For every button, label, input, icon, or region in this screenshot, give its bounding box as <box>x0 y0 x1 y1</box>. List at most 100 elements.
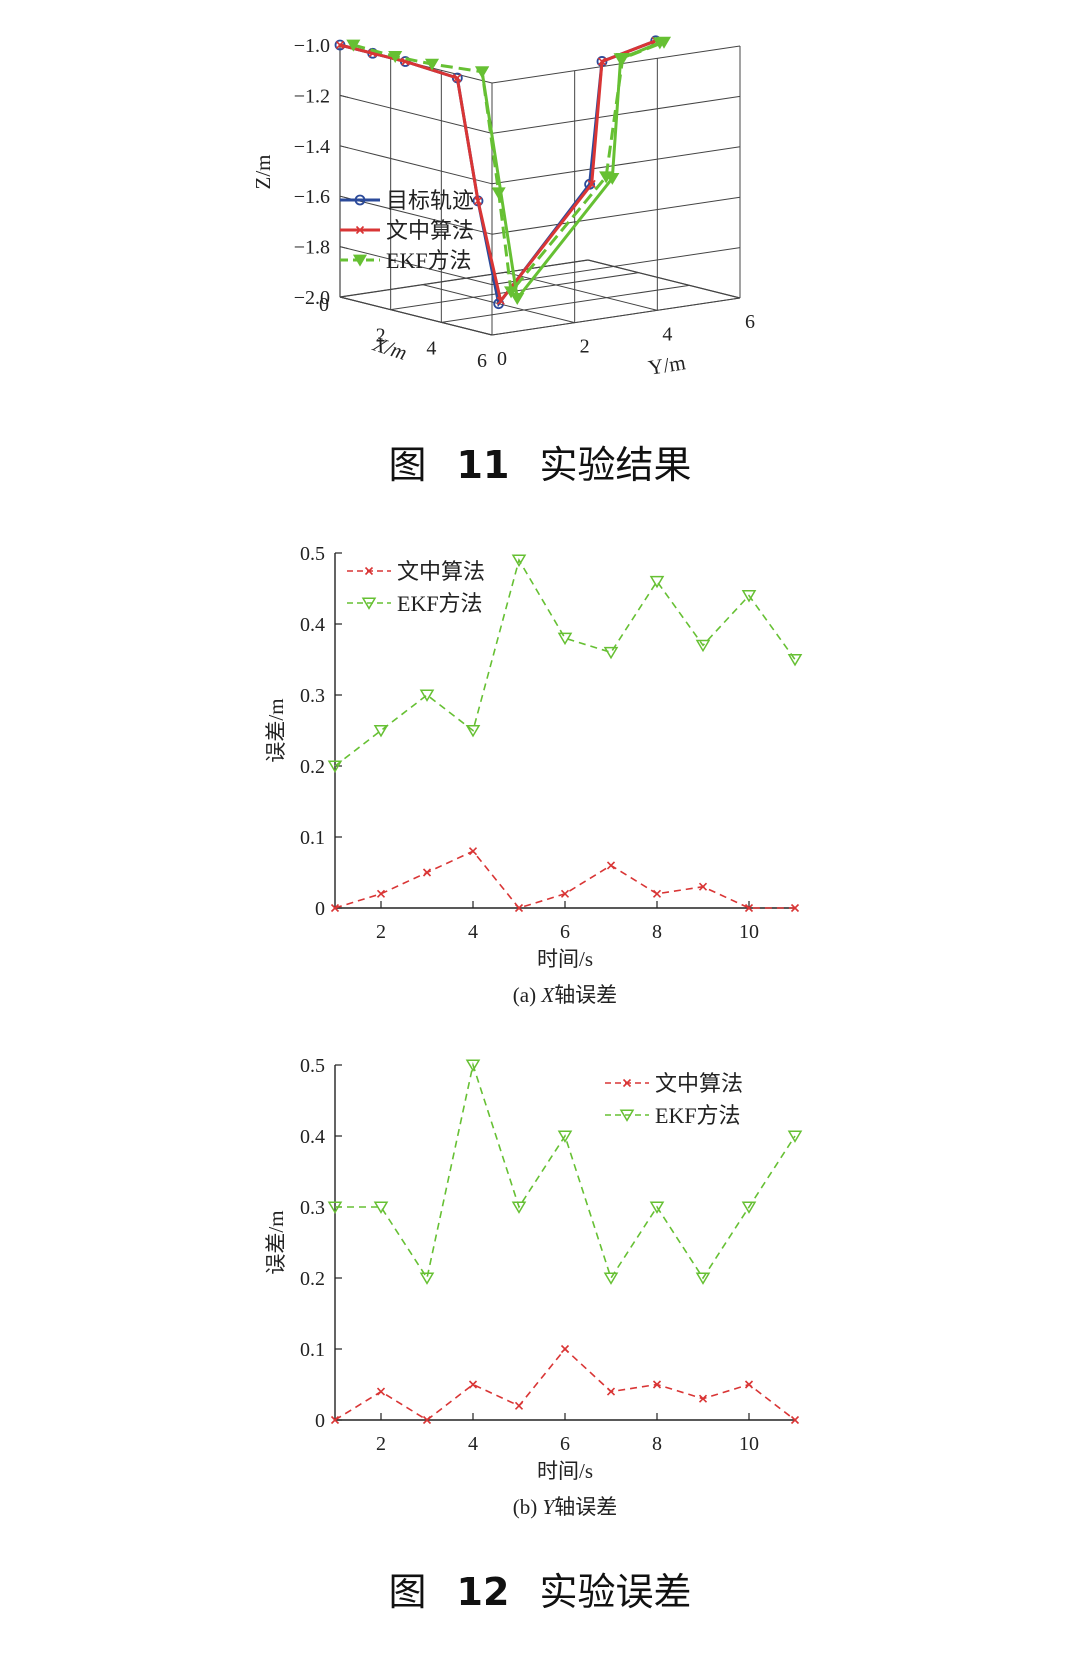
legend-label: EKF方法 <box>655 1103 741 1128</box>
data-point-1 <box>741 1201 757 1214</box>
legend-marker <box>364 566 374 576</box>
legend-label: 文中算法 <box>655 1071 743 1096</box>
x-axis-label: X/m <box>369 331 410 365</box>
caption-text: 轴误差 <box>554 983 617 1007</box>
x-tick-label: 8 <box>652 1433 662 1455</box>
x-tick-label: 0 <box>319 294 329 316</box>
x-axis-label: 时间/s <box>537 947 593 971</box>
legend-label: 文中算法 <box>386 218 474 243</box>
data-point-0 <box>330 903 340 913</box>
y-tick-label: 6 <box>745 311 755 333</box>
z-tick-label: −1.2 <box>294 85 330 107</box>
legend-label: EKF方法 <box>386 248 472 273</box>
z-tick-label: −1.4 <box>294 136 330 158</box>
x-tick-label: 4 <box>468 921 478 943</box>
chart-x-axis-error: 0 0.1 0.2 0.3 0.4 0.5 2 4 6 8 10 时间/s 误差/m (a) X轴误差 文中… <box>264 543 803 1007</box>
data-point-1 <box>695 1272 711 1285</box>
data-point-0 <box>560 1344 570 1354</box>
caption-variable: Y <box>543 1495 557 1519</box>
legend-marker <box>354 194 366 206</box>
legend-label: 文中算法 <box>397 559 485 584</box>
caption-prefix: (b) <box>513 1495 543 1519</box>
data-point-1 <box>557 1130 573 1143</box>
y-tick-label: 0.2 <box>300 1268 325 1290</box>
data-point-0 <box>376 1387 386 1396</box>
legend-marker <box>622 1078 632 1088</box>
z-axis-label: Z/m <box>251 155 275 190</box>
data-point-0 <box>744 903 754 913</box>
series-point-3 <box>605 172 620 185</box>
subfigure-caption: (a) X轴误差 <box>513 983 617 1007</box>
data-point-1 <box>649 1201 665 1214</box>
chart-y-axis-error: 0 0.1 0.2 0.3 0.4 0.5 2 4 6 8 10 时间/s 误差/m (b) Y轴误差 文中… <box>264 1055 803 1519</box>
series-point-1 <box>473 196 483 205</box>
z-tick-label: −2.0 <box>294 287 330 309</box>
series-point-2 <box>346 39 361 52</box>
figure-12-number: 12 <box>457 1570 510 1614</box>
y-tick-label: 0.3 <box>300 685 325 707</box>
y-axis-label: Y/m <box>647 350 688 380</box>
data-point-0 <box>698 1394 708 1403</box>
legend-marker <box>361 597 377 610</box>
data-point-1 <box>465 724 481 738</box>
y-tick-label: 0.3 <box>300 1197 325 1219</box>
z-tick <box>339 195 349 199</box>
legend: 文中算法 EKF方法 <box>347 559 485 616</box>
data-point-1 <box>327 760 343 773</box>
figure-11-title: 实验结果 <box>540 443 692 487</box>
x-tick-label: 6 <box>560 921 570 943</box>
data-point-1 <box>419 689 435 702</box>
z-tick <box>339 145 349 149</box>
legend-label: EKF方法 <box>397 591 483 616</box>
grid-lines <box>339 44 741 336</box>
data-point-0 <box>652 889 662 898</box>
figure-12-caption: 图 12 实验误差 <box>388 1570 691 1614</box>
x-tick-label: 4 <box>468 1433 478 1455</box>
series-line-1 <box>334 558 796 767</box>
y-tick-label: 0.4 <box>300 614 325 636</box>
series-line-0 <box>334 1347 796 1421</box>
data-point-0 <box>468 1380 478 1389</box>
subfigure-caption: (b) Y轴误差 <box>513 1495 617 1519</box>
data-point-0 <box>422 868 432 877</box>
data-point-0 <box>514 903 524 913</box>
data-point-1 <box>511 1201 527 1214</box>
y-tick-label: 0.1 <box>300 827 325 849</box>
data-point-0 <box>468 847 478 856</box>
series-point-1 <box>597 57 607 66</box>
data-point-0 <box>744 1380 754 1389</box>
series-point-3 <box>475 66 490 79</box>
data-point-0 <box>376 889 386 898</box>
y-tick-label: 0.5 <box>300 543 325 565</box>
y-tick-label: 2 <box>580 336 590 358</box>
y-tick-label: 0 <box>315 898 325 920</box>
x-tick-label: 10 <box>739 1433 759 1455</box>
z-tick-label: −1.6 <box>294 186 330 208</box>
z-tick <box>339 296 349 300</box>
data-point-1 <box>787 1130 803 1143</box>
data-point-1 <box>465 1059 481 1072</box>
y-axis-label: 误差/m <box>264 698 288 762</box>
caption-prefix: (a) <box>513 983 542 1007</box>
data-point-1 <box>327 1201 343 1214</box>
series-point-1 <box>496 296 505 305</box>
data-point-0 <box>606 1387 616 1396</box>
data-point-0 <box>652 1380 662 1389</box>
z-tick <box>339 94 349 98</box>
x-tick-label: 10 <box>739 921 759 943</box>
caption-variable: X <box>540 983 555 1007</box>
series-point-2 <box>504 286 519 299</box>
data-point-1 <box>695 639 711 653</box>
series-line-3 <box>480 41 661 303</box>
z-tick <box>339 246 349 250</box>
legend-marker <box>352 254 368 267</box>
series-point-2 <box>424 58 440 71</box>
data-point-1 <box>603 1272 619 1285</box>
legend-marker <box>619 1109 635 1122</box>
x-tick-label: 2 <box>376 921 386 943</box>
figure-11-caption: 图 11 实验结果 <box>388 443 691 487</box>
legend-marker <box>355 225 365 235</box>
series-point-1 <box>335 40 345 50</box>
